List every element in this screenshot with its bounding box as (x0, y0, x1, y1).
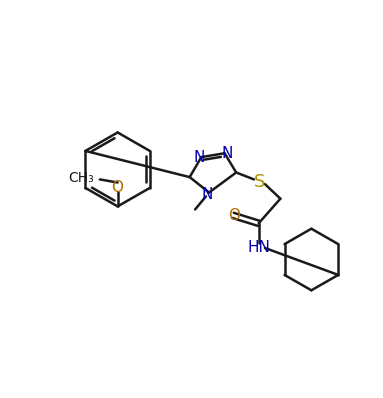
Text: N: N (193, 150, 205, 165)
Text: CH₃: CH₃ (68, 171, 93, 185)
Text: N: N (201, 187, 213, 201)
Text: HN: HN (247, 240, 270, 256)
Text: S: S (254, 173, 265, 191)
Text: O: O (111, 179, 124, 195)
Text: O: O (228, 208, 240, 223)
Text: N: N (221, 146, 232, 161)
